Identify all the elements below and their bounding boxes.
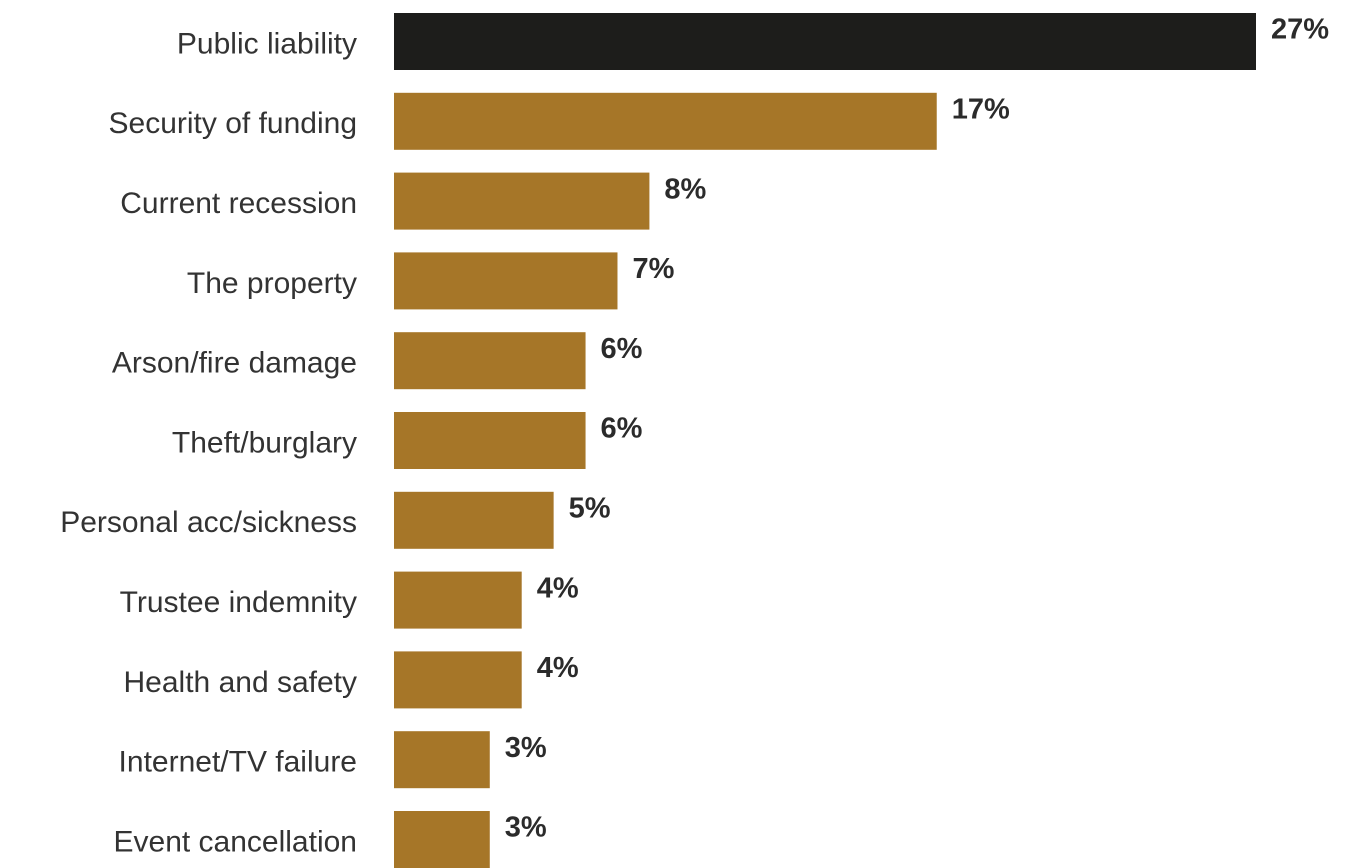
bar xyxy=(394,412,586,469)
category-label: Trustee indemnity xyxy=(120,586,357,619)
value-label: 4% xyxy=(537,652,579,684)
category-label: Current recession xyxy=(120,187,357,220)
category-label: Personal acc/sickness xyxy=(60,506,357,539)
value-label: 7% xyxy=(632,253,674,285)
value-label: 17% xyxy=(952,93,1010,125)
bar xyxy=(394,731,490,789)
value-label: 3% xyxy=(505,732,547,764)
category-label: Theft/burglary xyxy=(172,426,357,459)
bar xyxy=(394,172,650,230)
bar xyxy=(394,811,490,868)
category-labels-group: Public liability Security of funding Curre… xyxy=(60,27,357,858)
category-label: Health and safety xyxy=(124,666,357,699)
bar xyxy=(394,332,586,390)
category-label: Event cancellation xyxy=(114,825,358,858)
category-label: Security of funding xyxy=(109,107,357,140)
category-label: Arson/fire damage xyxy=(112,347,357,380)
category-label: Public liability xyxy=(177,27,357,60)
value-label: 6% xyxy=(601,333,643,365)
bar xyxy=(394,13,1256,70)
bar xyxy=(394,651,522,709)
category-label: Internet/TV failure xyxy=(119,746,357,779)
bar xyxy=(394,92,937,150)
value-labels-group: 27% 17% 8% 7% 6% 6% 5% 4% 4% 3% 3% xyxy=(505,14,1329,844)
value-label: 3% xyxy=(505,812,547,844)
bar xyxy=(394,491,554,549)
value-label: 6% xyxy=(601,413,643,445)
bar xyxy=(394,252,618,310)
bar xyxy=(394,571,522,629)
value-label: 8% xyxy=(664,173,706,205)
value-label: 5% xyxy=(569,492,611,524)
bars-group xyxy=(394,13,1256,868)
category-label: The property xyxy=(187,267,357,300)
value-label: 27% xyxy=(1271,14,1329,46)
value-label: 4% xyxy=(537,572,579,604)
